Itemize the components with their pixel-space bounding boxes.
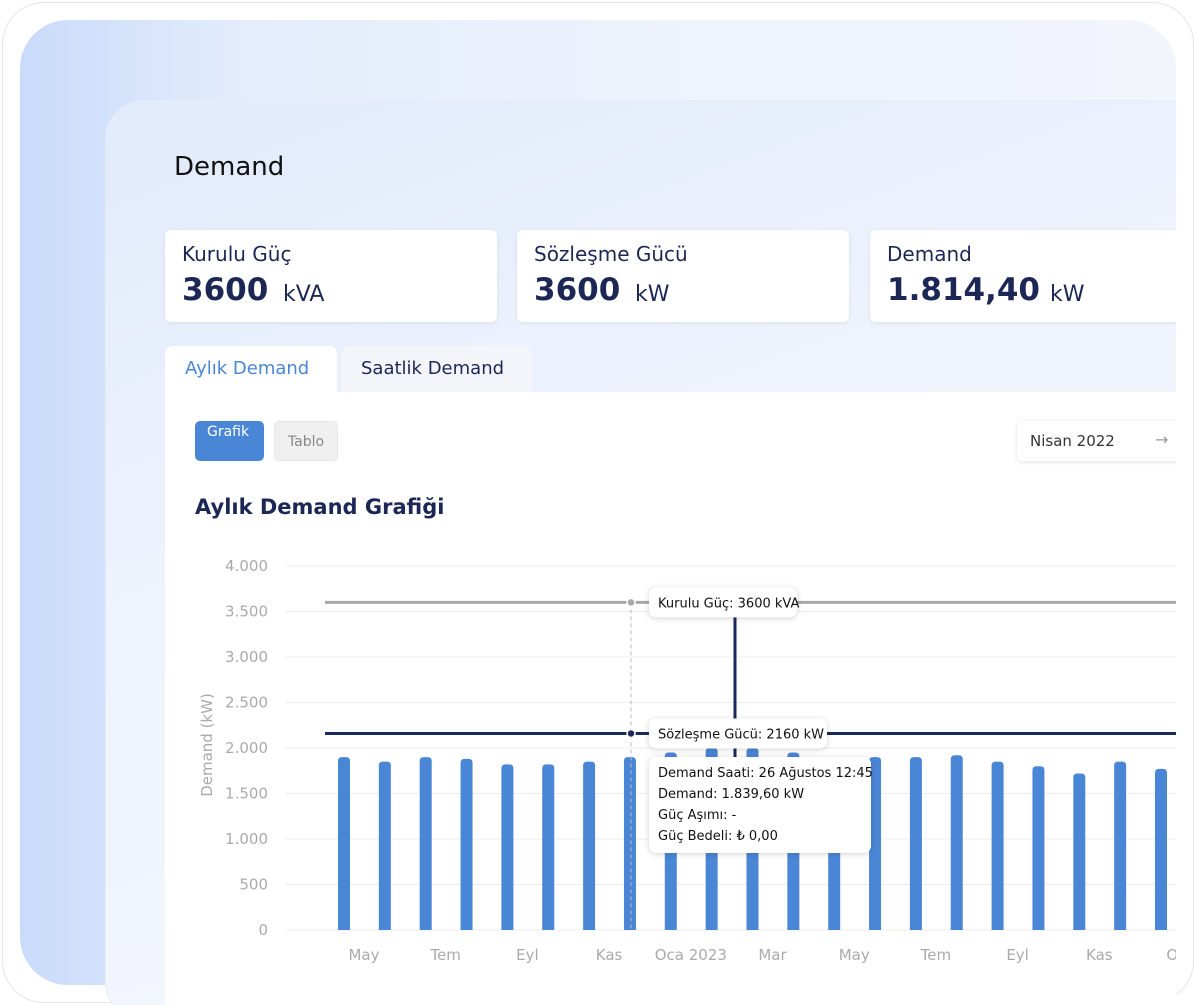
bar bbox=[909, 757, 922, 930]
x-tick-label: Mar bbox=[758, 946, 787, 964]
x-tick-label: Kas bbox=[1086, 946, 1113, 964]
date-text: Nisan 2022 bbox=[1030, 432, 1115, 450]
bar bbox=[991, 761, 1004, 930]
y-tick-label: 1.000 bbox=[225, 830, 268, 848]
tooltip-line: Demand Saati: 26 Ağustos 12:45 bbox=[658, 766, 873, 781]
tooltip-line: Demand: 1.839,60 kW bbox=[658, 787, 804, 802]
bar bbox=[501, 764, 514, 930]
x-tick-label: May bbox=[839, 946, 870, 964]
chart: 0 500 1.000 1.500 2.000 2.500 3.000 3.500 4.000 D… bbox=[198, 557, 1176, 964]
card-value: 3600 bbox=[534, 272, 621, 308]
y-tick-label: 1.500 bbox=[225, 785, 268, 803]
bar bbox=[419, 757, 432, 930]
card-title: Kurulu Güç bbox=[182, 242, 292, 266]
x-tick-label: Tem bbox=[920, 946, 951, 964]
y-tick-label: 3.000 bbox=[225, 648, 268, 666]
x-tick-label: Oca 2023 bbox=[655, 946, 727, 964]
bar bbox=[950, 755, 963, 930]
card-title: Sözleşme Gücü bbox=[534, 242, 688, 266]
bar bbox=[338, 757, 350, 930]
x-tick-label: Kas bbox=[596, 946, 623, 964]
label-box bbox=[649, 587, 797, 618]
tab-active[interactable]: Aylık Demand bbox=[165, 346, 337, 392]
bar bbox=[1114, 761, 1127, 930]
x-tick-label: Eyl bbox=[516, 946, 539, 964]
button-grafik[interactable]: Grafik bbox=[195, 421, 264, 461]
card-unit: kW bbox=[635, 282, 670, 307]
chart-title: Aylık Demand Grafiği bbox=[195, 495, 445, 519]
card-unit: kW bbox=[1050, 282, 1085, 307]
x-tick-label: Oca bbox=[1166, 946, 1176, 964]
bar bbox=[460, 758, 473, 930]
y-tick-label: 0 bbox=[258, 921, 268, 939]
label-box bbox=[649, 718, 827, 749]
bar bbox=[1155, 768, 1167, 930]
y-tick-label: 2.500 bbox=[225, 694, 268, 712]
bar bbox=[1032, 766, 1045, 930]
marker-dot bbox=[626, 728, 636, 739]
card-title: Demand bbox=[887, 242, 972, 266]
card-unit: kVA bbox=[283, 282, 325, 307]
bar bbox=[542, 764, 555, 930]
button-tablo[interactable]: Tablo bbox=[274, 421, 338, 461]
tab[interactable]: Saatlik Demand bbox=[341, 346, 532, 392]
marker-dot bbox=[626, 597, 636, 608]
y-tick-label: 2.000 bbox=[225, 739, 268, 757]
tooltip-line: Güç Bedeli: ₺ 0,00 bbox=[658, 829, 778, 844]
bar bbox=[1073, 773, 1086, 930]
card: Demand 1.814,40 kW bbox=[870, 230, 1176, 322]
bar bbox=[623, 757, 636, 930]
y-tick-label: 4.000 bbox=[225, 557, 268, 575]
tooltip-line: Güç Aşımı: - bbox=[658, 808, 737, 823]
card-value: 3600 bbox=[182, 272, 269, 308]
reference-label: Kurulu Güç: 3600 kVA bbox=[658, 596, 799, 611]
bar bbox=[378, 761, 391, 930]
x-tick-label: Eyl bbox=[1006, 946, 1029, 964]
y-tick-label: 500 bbox=[239, 876, 268, 894]
y-tick-label: 3.500 bbox=[225, 603, 268, 621]
x-tick-label: Tem bbox=[429, 946, 460, 964]
x-tick-label: May bbox=[348, 946, 379, 964]
reference-label: Sözleşme Gücü: 2160 kW bbox=[658, 727, 824, 742]
arrow-icon: → bbox=[1155, 430, 1169, 449]
card-value: 1.814,40 bbox=[887, 272, 1040, 308]
date-picker[interactable]: Nisan 2022 → bbox=[1017, 421, 1176, 461]
card: Kurulu Güç 3600 kVA bbox=[165, 230, 497, 322]
bar bbox=[583, 761, 596, 930]
card: Sözleşme Gücü 3600 kW bbox=[517, 230, 849, 322]
bar bbox=[869, 757, 882, 930]
y-axis-label: Demand (kW) bbox=[198, 693, 216, 797]
tooltip bbox=[649, 757, 871, 853]
page-title: Demand bbox=[174, 152, 285, 182]
